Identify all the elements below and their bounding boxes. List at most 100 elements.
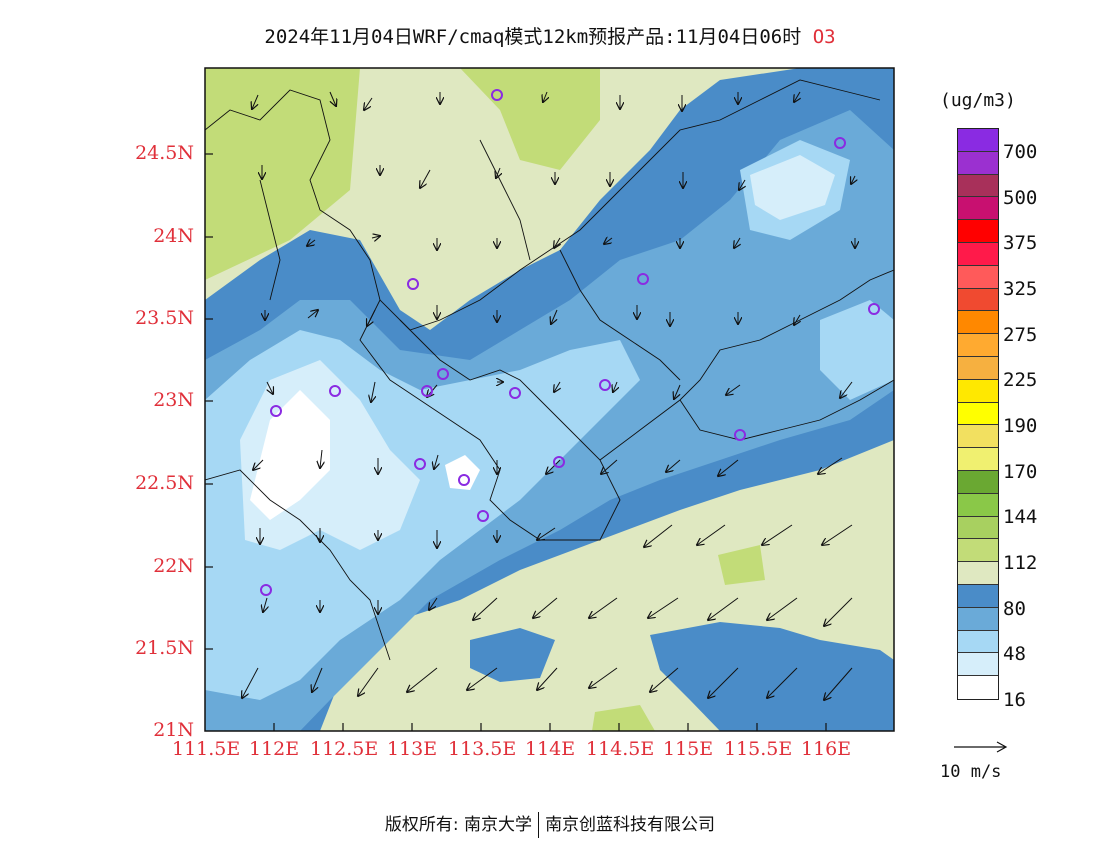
- wind-arrow: [824, 597, 853, 626]
- wind-arrow: [739, 179, 745, 190]
- station-marker: [491, 89, 503, 101]
- copyright-left: 版权所有: 南京大学: [384, 815, 533, 835]
- wind-arrow: [648, 597, 679, 618]
- colorbar-swatch: [958, 539, 998, 563]
- wind-arrow: [666, 459, 681, 472]
- station-marker: [553, 456, 565, 468]
- lon-label: 113E: [387, 738, 438, 760]
- wind-arrow: [589, 597, 618, 618]
- colorbar-swatch: [958, 311, 998, 335]
- wind-arrow: [267, 381, 273, 394]
- wind-arrow: [824, 667, 853, 700]
- wind-arrow: [674, 384, 681, 399]
- wind-arrow: [537, 667, 558, 690]
- wind-arrow: [726, 384, 741, 395]
- lon-label: 115E: [663, 738, 714, 760]
- lon-label: 112.5E: [310, 738, 379, 760]
- colorbar-label: 225: [1003, 369, 1038, 391]
- lon-label: 113.5E: [448, 738, 517, 760]
- colorbar-label: 80: [1003, 598, 1026, 620]
- wind-arrow: [554, 237, 560, 248]
- colorbar-label: 275: [1003, 324, 1038, 346]
- wind-arrow: [367, 309, 376, 326]
- title-main: 2024年11月04日WRF/cmaq模式12km预报产品:11月04日06时: [264, 26, 802, 48]
- map-title: 2024年11月04日WRF/cmaq模式12km预报产品:11月04日06时 …: [0, 22, 1100, 49]
- lat-label: 22N: [153, 555, 194, 577]
- wind-arrow: [546, 459, 561, 474]
- wind-arrow: [407, 667, 438, 692]
- wind-arrow: [794, 91, 800, 102]
- colorbar-swatch: [958, 516, 998, 540]
- copyright-footer: 版权所有: 南京大学 南京创蓝科技有限公司: [0, 810, 1100, 838]
- lat-label: 24N: [153, 225, 194, 247]
- colorbar-swatch: [958, 379, 998, 403]
- lat-label: 21N: [153, 719, 194, 741]
- wind-arrow: [644, 524, 673, 547]
- wind-arrow: [697, 524, 726, 545]
- colorbar-swatch: [958, 562, 998, 585]
- wind-arrow: [307, 310, 318, 319]
- wind-arrow: [554, 381, 560, 392]
- monitoring-stations: [260, 89, 880, 596]
- colorbar-swatch: [958, 653, 998, 677]
- wind-arrow: [840, 381, 853, 398]
- colorbar: [957, 128, 999, 700]
- wind-arrow: [358, 667, 379, 696]
- wind-arrow: [822, 524, 853, 545]
- wind-arrow: [601, 459, 618, 474]
- wind-vectors: [242, 91, 855, 700]
- footer-divider: [538, 812, 540, 838]
- lon-label: 116E: [801, 738, 852, 760]
- wind-arrow: [708, 597, 739, 620]
- wind-arrow: [589, 667, 618, 688]
- wind-arrow: [767, 597, 798, 620]
- colorbar-swatch: [958, 334, 998, 357]
- colorbar-swatch: [958, 425, 998, 449]
- colorbar-swatch: [958, 470, 998, 494]
- wind-arrow: [543, 91, 547, 102]
- station-marker: [477, 510, 489, 522]
- colorbar-swatch: [958, 151, 998, 175]
- station-marker: [637, 273, 649, 285]
- colorbar-swatch: [958, 129, 998, 152]
- lon-label: 114.5E: [586, 738, 655, 760]
- station-marker: [260, 584, 272, 596]
- wind-arrow: [551, 309, 558, 324]
- ozone-field: [205, 68, 894, 731]
- colorbar-swatch: [958, 197, 998, 221]
- station-marker: [329, 385, 341, 397]
- station-marker: [868, 303, 880, 315]
- copyright-right: 南京创蓝科技有限公司: [545, 815, 716, 835]
- colorbar-swatch: [958, 676, 998, 699]
- wind-arrow: [364, 97, 373, 110]
- lon-label: 112E: [249, 738, 300, 760]
- wind-arrow: [371, 381, 375, 402]
- wind-arrow: [533, 597, 558, 618]
- reference-vector-arrow: [954, 741, 1008, 753]
- station-marker: [734, 429, 746, 441]
- wind-arrow: [307, 240, 316, 246]
- station-marker: [509, 387, 521, 399]
- colorbar-swatch: [958, 265, 998, 289]
- colorbar-label: 170: [1003, 461, 1038, 483]
- title-species: O3: [812, 26, 836, 48]
- colorbar-label: 500: [1003, 187, 1038, 209]
- station-marker: [458, 474, 470, 486]
- lat-label: 23N: [153, 389, 194, 411]
- colorbar-swatch: [958, 584, 998, 608]
- colorbar-swatch: [958, 630, 998, 654]
- station-marker: [421, 385, 433, 397]
- wind-arrow: [767, 667, 798, 698]
- colorbar-label: 48: [1003, 643, 1026, 665]
- wind-arrow: [429, 597, 438, 610]
- lon-label: 115.5E: [724, 738, 793, 760]
- wind-arrow: [851, 175, 855, 184]
- wind-arrow: [794, 314, 800, 325]
- colorbar-swatch: [958, 493, 998, 517]
- wind-arrow: [708, 667, 739, 698]
- colorbar-label: 190: [1003, 415, 1038, 437]
- station-marker: [437, 368, 449, 380]
- wind-arrow: [473, 597, 498, 620]
- wind-arrow: [734, 237, 740, 248]
- colorbar-swatch: [958, 607, 998, 631]
